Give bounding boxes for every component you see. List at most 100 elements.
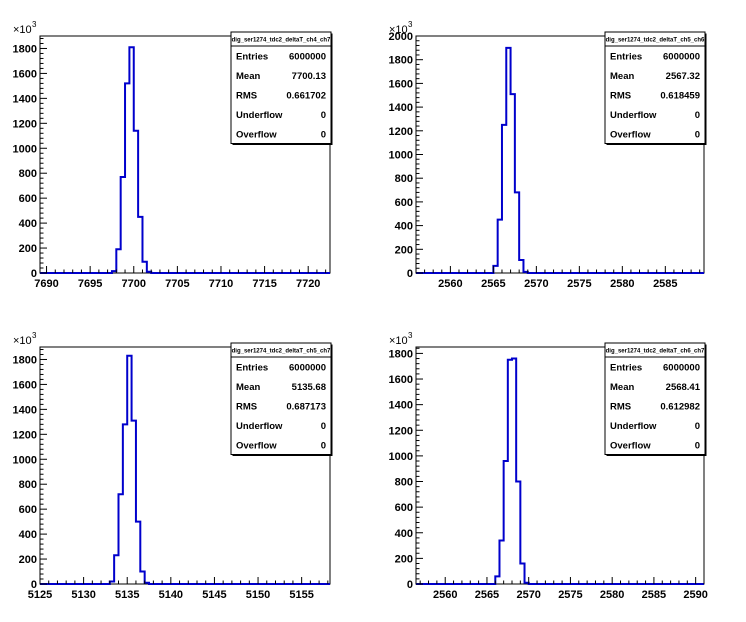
y-tick-label: 1000 (13, 143, 37, 155)
histogram-bin-7 (525, 583, 529, 584)
stats-title: dig_ser1274_tdc2_deltaT_ch6_ch7 (606, 349, 705, 355)
stats-label-overflow: Overflow (236, 440, 277, 451)
y-multiplier-base: ×10 (389, 24, 408, 36)
y-tick-label: 400 (395, 528, 413, 540)
stats-label-mean: Mean (236, 71, 260, 82)
y-tick-label: 600 (19, 504, 37, 516)
histogram-bin-8 (145, 583, 149, 584)
stats-label-entries: Entries (610, 51, 642, 62)
x-tick-label: 2580 (600, 589, 624, 601)
histogram-bin-7 (523, 272, 527, 273)
x-tick-label: 2570 (516, 589, 540, 601)
stats-value-underflow: 0 (321, 110, 326, 121)
stats-value-rms: 0.618459 (660, 90, 700, 101)
stats-value-underflow: 0 (321, 421, 326, 432)
stats-label-entries: Entries (236, 51, 268, 62)
x-tick-label: 2580 (610, 278, 634, 290)
histogram-bin-7 (142, 262, 146, 273)
y-tick-label: 0 (31, 268, 37, 280)
x-tick-label: 7705 (165, 278, 189, 290)
histogram-bin-0 (112, 271, 116, 273)
y-tick-label: 800 (395, 477, 413, 489)
histogram-bin-1 (499, 540, 503, 584)
histogram-panel-1: 7690 7695 7700 7705 7710 7715 7720 0 200 400 600 80… (13, 20, 333, 290)
stats-label-mean: Mean (610, 382, 634, 393)
y-tick-label: 1600 (389, 78, 413, 90)
histogram-bin-4 (127, 356, 131, 584)
y-tick-label: 1200 (389, 425, 413, 437)
stats-label-overflow: Overflow (610, 440, 651, 451)
y-tick-label: 1400 (389, 102, 413, 114)
y-tick-label: 1200 (13, 118, 37, 130)
histogram-bin-5 (515, 192, 519, 273)
stats-label-underflow: Underflow (236, 421, 283, 432)
stats-box-frame (230, 31, 332, 144)
x-tick-label: 7700 (122, 278, 146, 290)
y-tick-label: 600 (19, 193, 37, 205)
stats-value-mean: 7700.13 (292, 71, 326, 82)
histogram-bin-8 (147, 272, 151, 273)
y-tick-label: 1800 (13, 43, 37, 55)
histogram-bin-1 (116, 249, 120, 273)
histogram-bin-7 (140, 572, 144, 584)
y-tick-label: 200 (19, 554, 37, 566)
y-tick-label: 1600 (13, 379, 37, 391)
stats-label-rms: RMS (236, 90, 257, 101)
x-tick-label: 5135 (115, 589, 139, 601)
histogram-bin-0 (495, 576, 499, 584)
stats-value-overflow: 0 (695, 440, 700, 451)
histogram-bin-6 (520, 564, 524, 584)
x-tick-label: 2565 (481, 278, 505, 290)
y-tick-label: 200 (19, 243, 37, 255)
x-tick-label: 5125 (28, 589, 52, 601)
x-tick-label: 5145 (202, 589, 226, 601)
histogram-bin-5 (516, 482, 520, 584)
stats-label-entries: Entries (610, 362, 642, 373)
stats-label-underflow: Underflow (610, 421, 657, 432)
x-tick-label: 2575 (567, 278, 591, 290)
x-tick-label: 2585 (653, 278, 677, 290)
stats-value-mean: 5135.68 (292, 382, 326, 393)
y-tick-label: 1800 (389, 348, 413, 360)
histogram-bin-1 (114, 555, 118, 584)
y-multiplier-base: ×10 (13, 335, 32, 347)
stats-value-entries: 6000000 (289, 51, 326, 62)
y-multiplier-exponent: 3 (32, 331, 37, 340)
stats-label-entries: Entries (236, 362, 268, 373)
histogram-bin-5 (132, 421, 136, 584)
x-tick-label: 5140 (159, 589, 183, 601)
y-tick-label: 1400 (389, 400, 413, 412)
stats-label-overflow: Overflow (610, 129, 651, 140)
stats-label-underflow: Underflow (610, 110, 657, 121)
x-tick-label: 2570 (524, 278, 548, 290)
stats-value-overflow: 0 (321, 440, 326, 451)
y-tick-label: 800 (19, 479, 37, 491)
stats-box: dig_ser1274_tdc2_deltaT_ch5_ch7 Entries 60… (230, 342, 333, 456)
stats-title: dig_ser1274_tdc2_deltaT_ch4_ch7 (232, 38, 331, 44)
histogram-bin-3 (508, 360, 512, 584)
histogram-bin-2 (121, 177, 125, 273)
y-tick-label: 1400 (13, 404, 37, 416)
stats-label-overflow: Overflow (236, 129, 277, 140)
stats-label-rms: RMS (610, 90, 631, 101)
y-multiplier-exponent: 3 (408, 331, 413, 340)
y-tick-label: 1200 (13, 429, 37, 441)
stats-value-underflow: 0 (695, 421, 700, 432)
stats-title: dig_ser1274_tdc2_deltaT_ch5_ch7 (232, 349, 331, 355)
x-tick-label: 2560 (438, 278, 462, 290)
stats-title: dig_ser1274_tdc2_deltaT_ch5_ch6 (606, 38, 705, 44)
stats-value-mean: 2567.32 (666, 71, 700, 82)
histogram-bin-5 (134, 131, 138, 273)
histogram-panel-3: 5125 5130 5135 5140 5145 5150 5155 0 200 400 600 80… (13, 331, 333, 601)
histogram-bin-1 (498, 220, 502, 273)
y-tick-label: 200 (395, 553, 413, 565)
histogram-bin-3 (506, 48, 510, 273)
stats-value-rms: 0.612982 (660, 401, 700, 412)
y-tick-label: 600 (395, 197, 413, 209)
stats-label-rms: RMS (236, 401, 257, 412)
stats-value-mean: 2568.41 (666, 382, 701, 393)
y-tick-label: 2000 (389, 31, 413, 43)
stats-value-entries: 6000000 (289, 362, 326, 373)
histogram-bin-4 (129, 47, 133, 273)
y-tick-label: 1200 (389, 126, 413, 138)
